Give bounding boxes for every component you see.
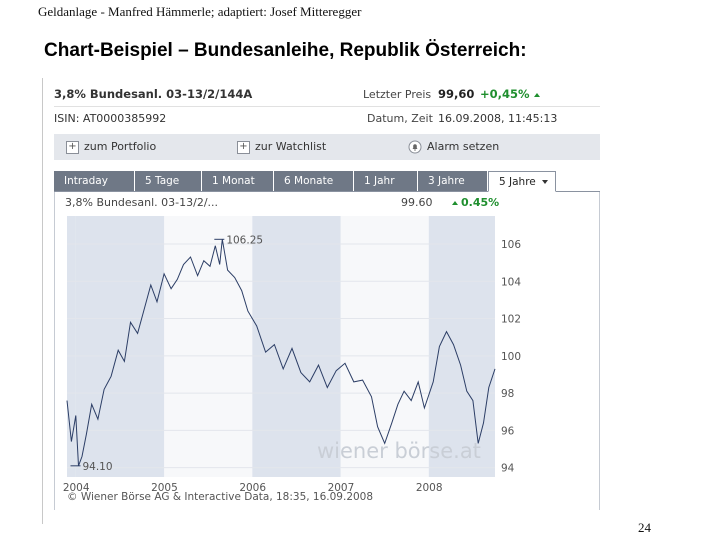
slide-header: Geldanlage - Manfred Hämmerle; adaptiert…	[38, 4, 362, 19]
year-band-start	[67, 216, 76, 477]
annotation-label-0: 106.25	[226, 234, 263, 246]
datetime-value: 16.09.2008, 11:45:13	[438, 112, 558, 125]
isin-row: ISIN: AT0000385992 Datum, Zeit 16.09.200…	[54, 107, 600, 131]
period-tabs: Intraday 5 Tage 1 Monat 6 Monate 1 Jahr …	[54, 171, 600, 192]
plus-icon: +	[237, 140, 250, 154]
chart-panel: 3,8% Bundesanl. 03-13/2/... 99.60 0.45% …	[54, 192, 600, 510]
quote-row: 3,8% Bundesanl. 03-13/2/144A Letzter Pre…	[54, 84, 600, 107]
chart-change-value: 0.45%	[461, 196, 500, 209]
y-tick-label-0: 94	[501, 463, 515, 475]
x-tick-label-1: 2005	[151, 482, 178, 494]
y-tick-label-3: 100	[501, 351, 521, 363]
isin-text: ISIN: AT0000385992	[54, 112, 167, 125]
tab-intraday[interactable]: Intraday	[54, 171, 134, 191]
security-name[interactable]: 3,8% Bundesanl. 03-13/2/144A	[54, 87, 253, 101]
tab-5-jahre-label: 5 Jahre	[499, 176, 536, 188]
quote-widget: 3,8% Bundesanl. 03-13/2/144A Letzter Pre…	[54, 84, 600, 510]
up-arrow-icon	[533, 92, 540, 97]
tab-5-tage[interactable]: 5 Tage	[135, 171, 201, 191]
up-arrow-icon	[452, 201, 458, 205]
set-alarm-button[interactable]: Alarm setzen	[408, 139, 499, 155]
chart-change: 0.45%	[452, 196, 499, 209]
y-tick-label-5: 104	[501, 276, 521, 288]
x-tick-label-4: 2008	[416, 482, 443, 494]
grid-lines	[67, 243, 495, 469]
x-tick-label-2: 2006	[239, 482, 266, 494]
tab-6-monate[interactable]: 6 Monate	[274, 171, 353, 191]
datetime-label: Datum, Zeit	[367, 112, 433, 125]
year-band-2	[428, 216, 495, 477]
y-tick-label-4: 102	[501, 314, 521, 326]
price-line	[66, 239, 496, 466]
add-portfolio-button[interactable]: + zum Portfolio	[66, 139, 156, 155]
tab-3-jahre[interactable]: 3 Jahre	[418, 171, 487, 191]
y-tick-label-6: 106	[501, 239, 521, 251]
left-divider	[42, 78, 43, 524]
x-tick-label-3: 2007	[328, 482, 355, 494]
chart-last-value: 99.60	[401, 196, 433, 209]
last-price-label: Letzter Preis	[363, 88, 432, 101]
year-band-0	[75, 216, 165, 477]
chevron-down-icon	[541, 180, 548, 184]
price-change: +0,45%	[480, 87, 540, 101]
page-number: 24	[638, 520, 651, 535]
tab-1-jahr[interactable]: 1 Jahr	[354, 171, 417, 191]
x-tick-label-0: 2004	[63, 482, 90, 494]
last-price-value: 99,60	[438, 87, 475, 101]
tab-5-jahre[interactable]: 5 Jahre	[488, 171, 556, 192]
y-axis-labels: 94 96 98 100 102 104 106	[501, 239, 521, 475]
y-tick-label-1: 96	[501, 425, 515, 437]
chart-security-name: 3,8% Bundesanl. 03-13/2/...	[65, 196, 219, 209]
action-toolbar: + zum Portfolio + zur Watchlist Alarm setz…	[54, 134, 600, 160]
bell-icon	[408, 140, 422, 154]
price-change-value: +0,45%	[480, 87, 530, 101]
add-portfolio-label: zum Portfolio	[84, 140, 157, 153]
year-bands	[67, 216, 495, 477]
watermark: wiener börse.at	[317, 439, 481, 463]
x-axis-labels: 2004 2005 2006 2007 2008	[63, 482, 443, 494]
add-watchlist-button[interactable]: + zur Watchlist	[237, 139, 326, 155]
slide-title: Chart-Beispiel – Bundesanleihe, Republik…	[44, 40, 527, 61]
y-tick-label-2: 98	[501, 388, 514, 400]
add-watchlist-label: zur Watchlist	[255, 140, 327, 153]
copyright-text: © Wiener Börse AG & Interactive Data, 18…	[67, 491, 373, 503]
annotation-label-1: 94.10	[82, 461, 112, 473]
tab-1-monat[interactable]: 1 Monat	[202, 171, 273, 191]
year-band-1	[252, 216, 341, 477]
set-alarm-label: Alarm setzen	[427, 140, 500, 153]
plus-icon: +	[66, 140, 79, 154]
annotations: 106.25 94.10	[70, 234, 263, 473]
